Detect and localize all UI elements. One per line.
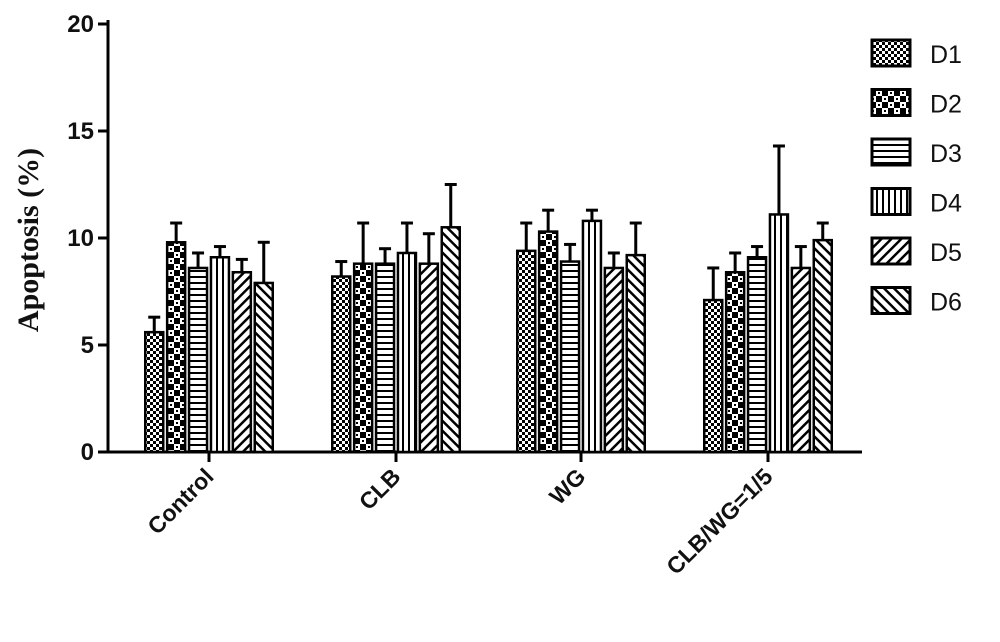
bar-d1-0 [144,330,165,454]
legend-swatch-d5 [870,236,912,266]
y-axis-title: Apoptosis (%) [12,148,45,332]
bar-d6-1 [440,226,461,454]
bar-d2-0 [165,241,187,454]
bar-d1-2 [516,249,537,454]
bar-d5-0 [231,270,253,454]
y-tick-label: 0 [81,439,94,466]
category-labels: Control CLB WG CLB/WG=1/5 [142,463,777,580]
x-category-label: WG [544,463,590,509]
x-category-label: Control [142,463,218,539]
x-category-label: CLB [354,463,406,515]
bar-d6-3 [812,238,833,454]
bar-d3-2 [559,260,581,454]
bar-d5-1 [418,262,440,454]
bar-d1-3 [703,298,724,454]
legend-label: D4 [930,190,962,218]
legend-swatch-d4 [870,187,912,216]
legend-label: D5 [930,239,962,267]
bar-d2-1 [352,262,374,454]
bar-d4-2 [581,219,603,454]
bar-d5-2 [603,266,625,454]
x-category-label: CLB/WG=1/5 [661,463,778,580]
y-tick-label: 15 [67,118,94,145]
bar-d3-1 [374,262,396,454]
legend-label: D1 [930,41,962,69]
legend-label: D6 [930,289,962,317]
legend: D1 D2 D3 D4 D5 D6 [870,38,962,317]
bar-d5-3 [790,266,812,454]
y-tick-label: 10 [67,225,94,252]
y-tick-label: 20 [67,11,94,38]
y-tick-label: 5 [81,332,94,359]
legend-swatch-d1 [870,38,912,68]
bar-d4-1 [396,251,418,454]
bar-d4-0 [209,256,231,454]
bar-d6-2 [625,253,646,454]
legend-swatch-d6 [870,286,912,315]
bar-d2-2 [537,230,559,454]
bar-d3-0 [187,266,209,454]
bar-d6-0 [253,281,274,454]
legend-label: D2 [930,91,962,119]
bar-d4-3 [768,213,790,454]
bar-d2-3 [724,270,746,454]
bars [144,144,833,454]
legend-label: D3 [930,140,962,168]
legend-swatch-d2 [870,88,912,117]
bar-d3-3 [746,256,768,454]
legend-swatch-d3 [870,137,912,167]
bar-d1-1 [331,275,352,454]
